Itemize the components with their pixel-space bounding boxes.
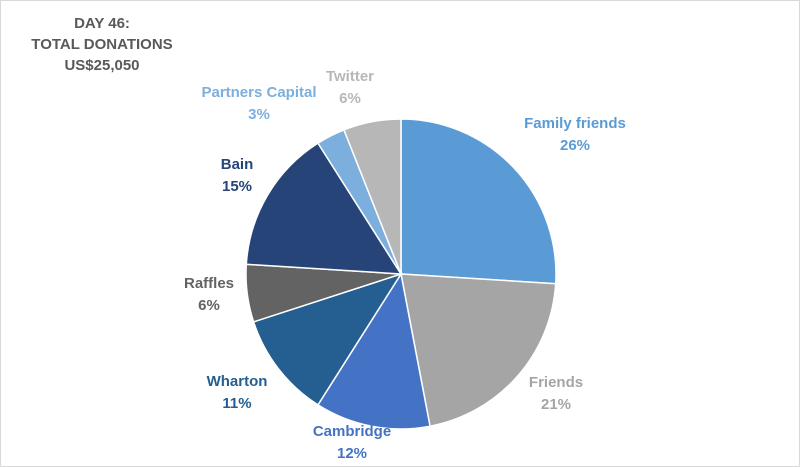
slice-label: Twitter [326,68,374,85]
chart-title: DAY 46: TOTAL DONATIONS US$25,050 [13,13,191,76]
pie-slice-friends [400,273,557,428]
slice-value-label: 6% [339,90,361,107]
slice-label: Cambridge [313,423,391,440]
slice-value-label: 11% [222,395,251,412]
slice-value-label: 21% [541,396,571,413]
slice-value-label: 3% [248,106,270,123]
pie-slice-family-friends [400,118,557,285]
slice-value-label: 6% [198,297,220,314]
slice-label: Family friends [524,115,626,132]
title-line-3: US$25,050 [64,57,140,74]
pie-slice-twitter [342,118,402,275]
slice-label: Partners Capital [201,84,316,101]
pie-slice-cambridge [316,271,431,430]
slice-value-label: 12% [337,445,367,462]
title-line-2: TOTAL DONATIONS [31,36,173,53]
slice-value-label: 26% [560,137,590,154]
pie-slice-bain [245,142,403,275]
pie-labels: Family friends 26% Friends 21% Cambridge 12% W… [184,68,626,462]
pie-slices [245,118,557,430]
slice-label: Bain [221,156,254,173]
slice-value-label: 15% [222,178,252,195]
slice-label: Wharton [207,373,268,390]
slice-label: Friends [529,374,583,391]
slice-label: Raffles [184,275,234,292]
title-line-1: DAY 46: [74,15,130,32]
pie-slice-wharton [252,272,403,406]
